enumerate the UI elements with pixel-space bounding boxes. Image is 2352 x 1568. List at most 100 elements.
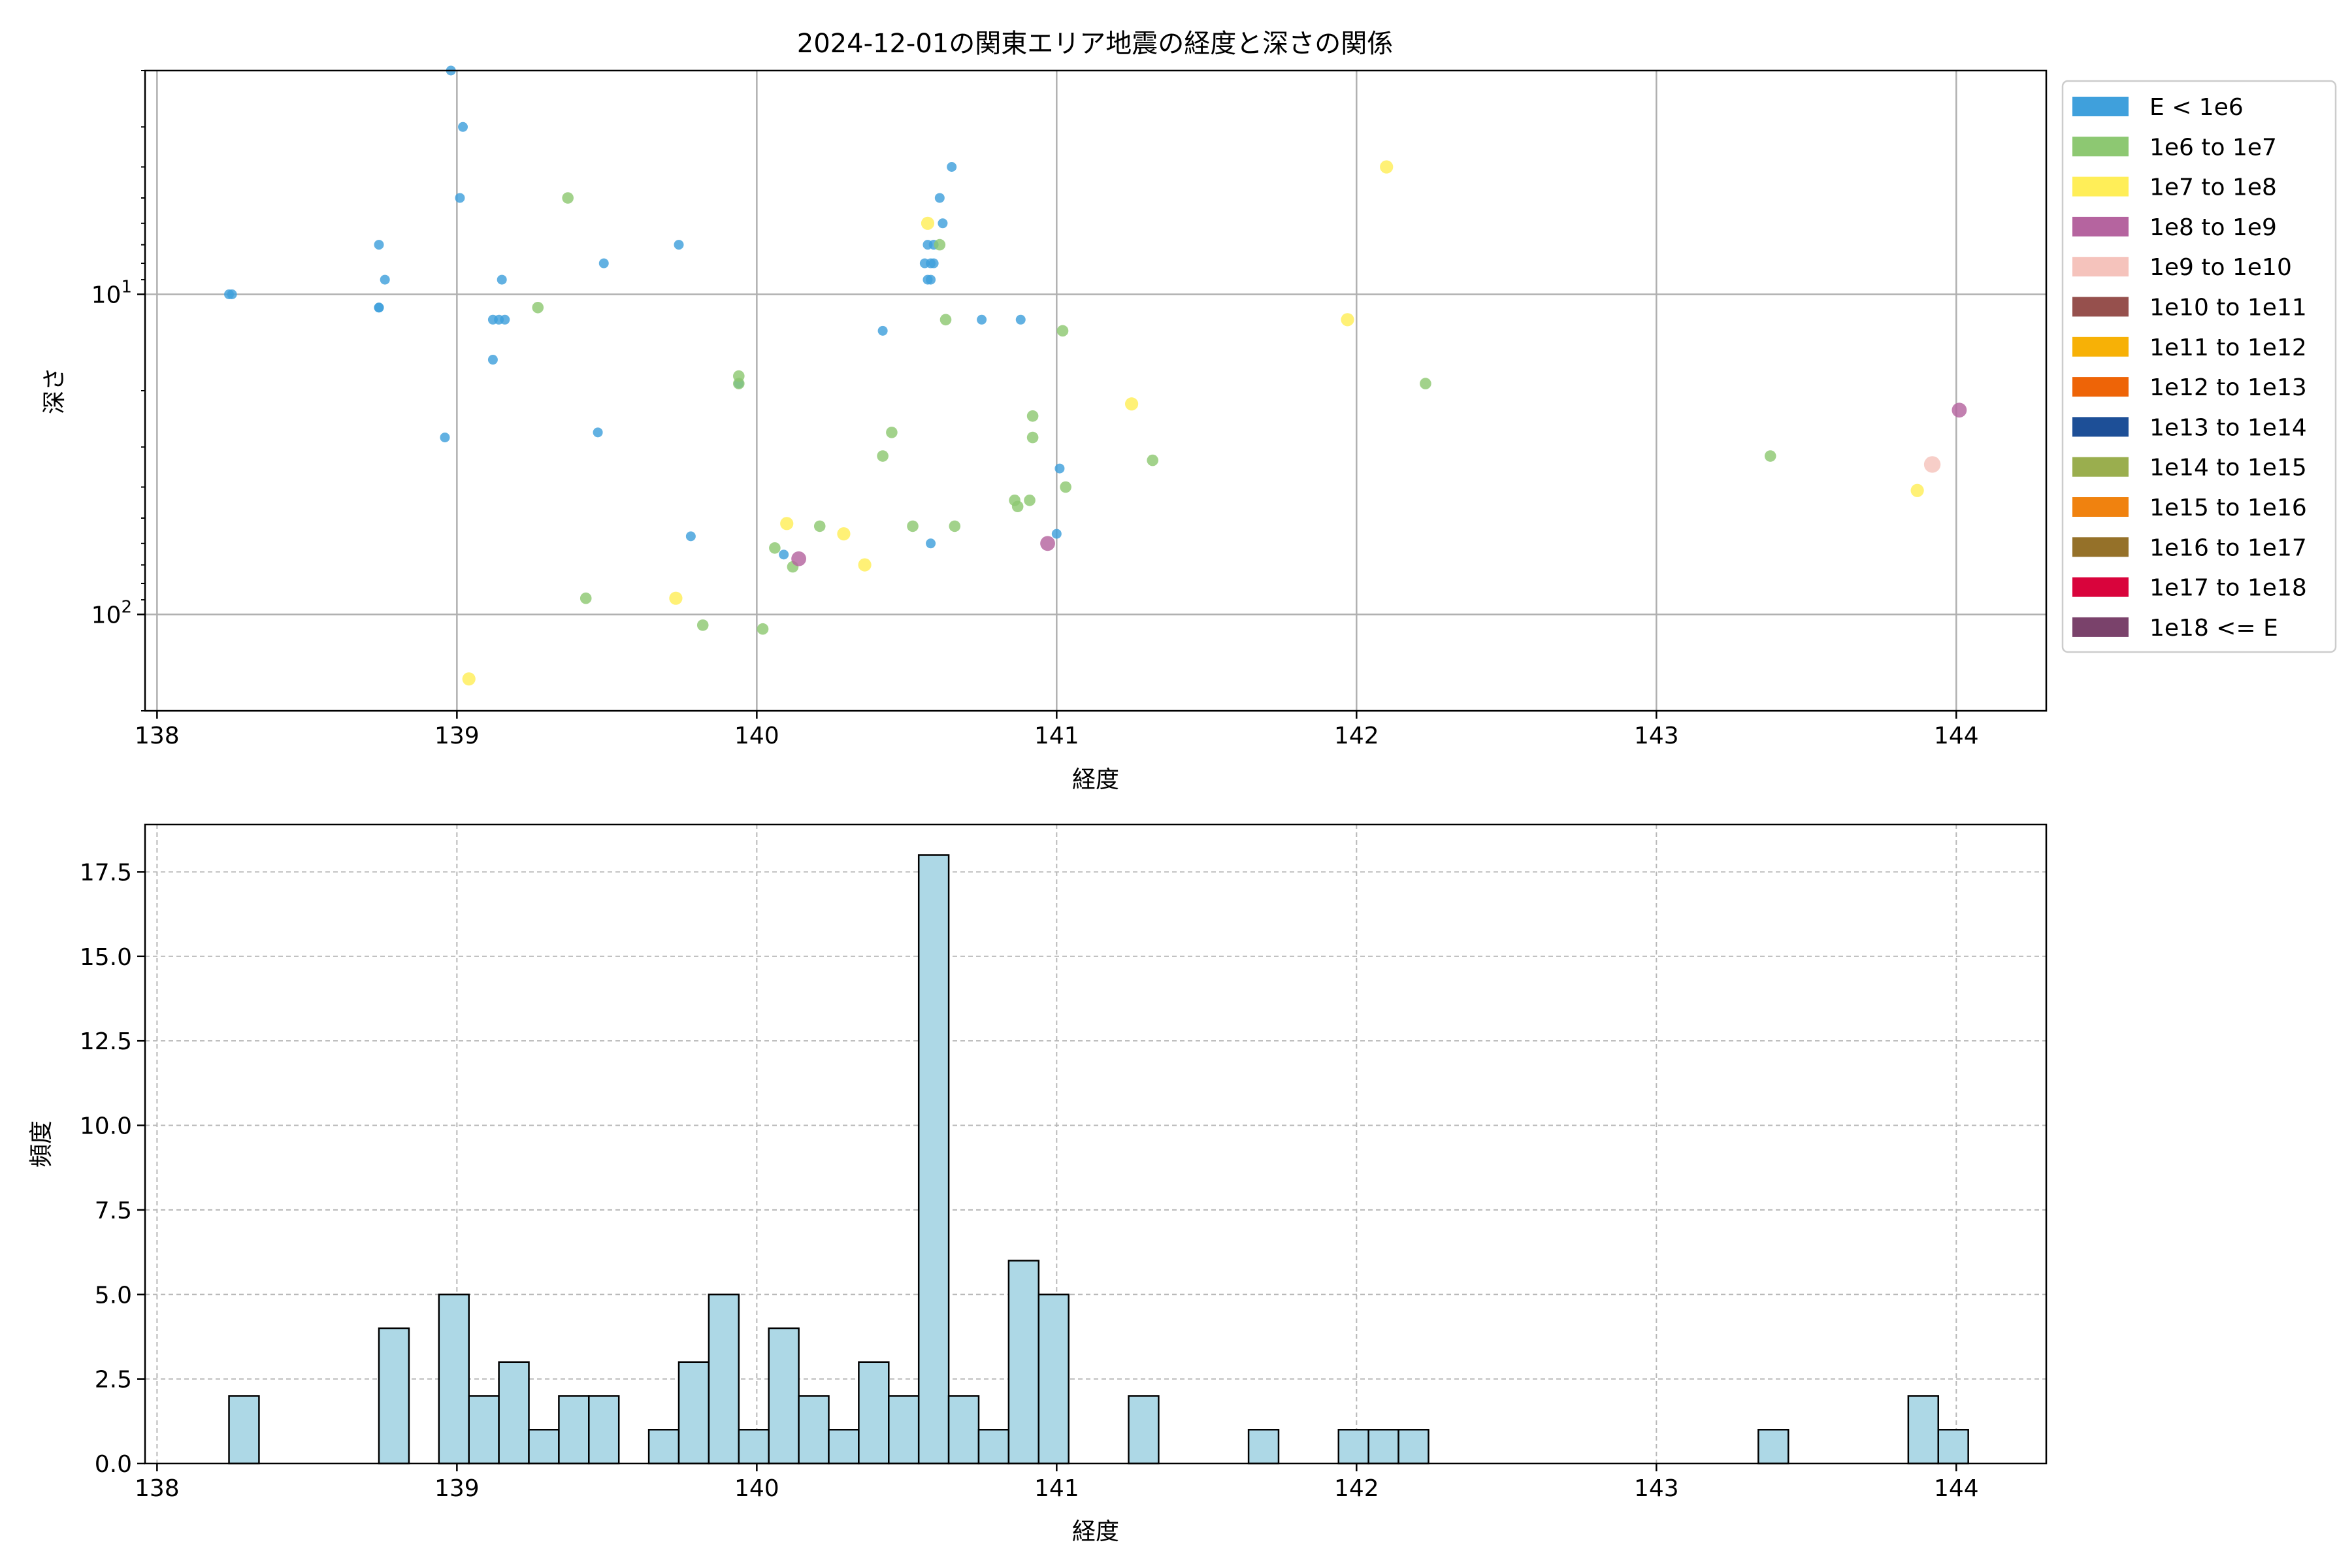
scatter-point xyxy=(813,520,826,532)
hist-y-tick-label: 10.0 xyxy=(80,1113,132,1140)
hist-bar xyxy=(1907,1395,1940,1465)
hist-bar xyxy=(228,1395,260,1465)
hist-bar xyxy=(378,1327,410,1465)
scatter-point xyxy=(1024,494,1036,506)
scatter-point xyxy=(1124,397,1139,411)
legend-label: 1e11 to 1e12 xyxy=(2149,335,2307,361)
hist-y-tick-label: 7.5 xyxy=(95,1198,132,1224)
hist-bar xyxy=(678,1361,710,1465)
scatter-point xyxy=(757,623,769,635)
scatter-point xyxy=(1952,402,1967,418)
scatter-x-tick-label: 139 xyxy=(434,723,480,749)
hist-x-tick-label: 142 xyxy=(1334,1475,1379,1502)
legend-swatch xyxy=(2072,176,2129,197)
scatter-point xyxy=(500,314,510,325)
legend-swatch xyxy=(2072,457,2129,477)
hist-bar xyxy=(858,1361,890,1465)
scatter-x-tick-label: 140 xyxy=(734,723,779,749)
scatter-y-tick-label: 101 xyxy=(91,277,132,308)
scatter-point xyxy=(1040,536,1055,551)
scatter-point xyxy=(977,314,987,325)
scatter-point xyxy=(1011,500,1024,513)
scatter-point xyxy=(696,619,709,631)
hist-bar xyxy=(588,1395,620,1465)
legend-label: 1e18 <= E xyxy=(2149,615,2278,642)
scatter-x-tick-label: 138 xyxy=(135,723,180,749)
scatter-point xyxy=(1380,160,1394,174)
hist-bar xyxy=(888,1395,920,1465)
hist-bar xyxy=(1247,1429,1280,1465)
scatter-x-tick-label: 144 xyxy=(1934,723,1979,749)
scatter-point xyxy=(926,274,936,285)
hist-y-tick-label: 2.5 xyxy=(95,1367,132,1394)
scatter-point xyxy=(928,258,939,269)
legend-swatch xyxy=(2072,137,2129,157)
hist-bar xyxy=(1128,1395,1160,1465)
legend-label: 1e6 to 1e7 xyxy=(2149,134,2277,161)
scatter-point xyxy=(1147,454,1159,466)
hist-y-tick-label: 15.0 xyxy=(80,944,132,971)
scatter-point xyxy=(934,193,945,203)
hist-y-tick-label: 17.5 xyxy=(80,859,132,886)
legend-label: 1e10 to 1e11 xyxy=(2149,295,2307,321)
scatter-point xyxy=(939,314,952,326)
hist-bar xyxy=(828,1429,860,1465)
scatter-point xyxy=(907,520,919,532)
scatter-grid xyxy=(145,71,2046,711)
scatter-point xyxy=(780,517,794,531)
hist-x-tick-label: 143 xyxy=(1634,1475,1679,1502)
hist-y-tick-label: 5.0 xyxy=(95,1282,132,1309)
scatter-point xyxy=(1026,431,1039,444)
scatter-point xyxy=(462,672,476,686)
scatter-point xyxy=(877,450,889,462)
hist-x-tick-label: 141 xyxy=(1034,1475,1079,1502)
scatter-point xyxy=(487,355,498,365)
legend-swatch xyxy=(2072,377,2129,397)
legend: E < 1e6 1e6 to 1e7 1e7 to 1e8 1e8 to 1e9 1e9… xyxy=(2061,80,2337,653)
legend-swatch xyxy=(2072,216,2129,237)
hist-bar xyxy=(917,854,950,1465)
hist-x-label: 経度 xyxy=(1072,1518,1119,1545)
scatter-point xyxy=(669,591,683,605)
scatter-point xyxy=(458,122,468,132)
scatter-x-tick-label: 141 xyxy=(1034,723,1079,749)
hist-axes: 138 139 140 141 142 143 144 0.0 2.5 5.0 7.5 10.0 12.… xyxy=(80,859,1979,1502)
legend-label: 1e14 to 1e15 xyxy=(2149,455,2307,482)
scatter-point xyxy=(733,378,745,389)
hist-x-tick-label: 144 xyxy=(1934,1475,1979,1502)
scatter-x-label: 経度 xyxy=(1072,766,1119,793)
legend-label: 1e15 to 1e16 xyxy=(2149,495,2307,521)
legend-swatch xyxy=(2072,577,2129,597)
legend-swatch xyxy=(2072,537,2129,557)
scatter-point xyxy=(1056,325,1069,337)
scatter-point xyxy=(1764,450,1776,462)
hist-bar xyxy=(1397,1429,1429,1465)
legend-swatch xyxy=(2072,257,2129,277)
hist-bar xyxy=(708,1294,740,1465)
hist-bar xyxy=(1037,1294,1070,1465)
hist-bar xyxy=(738,1429,770,1465)
legend-swatch xyxy=(2072,97,2129,116)
hist-bar xyxy=(558,1395,590,1465)
scatter-point xyxy=(1923,456,1941,473)
hist-bar xyxy=(1007,1260,1040,1465)
scatter-point xyxy=(791,551,806,566)
hist-y-tick-label: 12.5 xyxy=(80,1028,132,1055)
scatter-point xyxy=(938,218,948,229)
scatter-point xyxy=(947,162,957,172)
legend-swatch xyxy=(2072,336,2129,357)
hist-x-tick-label: 139 xyxy=(434,1475,480,1502)
scatter-point xyxy=(1341,313,1354,327)
scatter-point xyxy=(837,527,851,541)
scatter-point xyxy=(580,592,592,604)
scatter-point xyxy=(877,325,888,336)
scatter-point xyxy=(886,427,898,438)
scatter-point xyxy=(374,302,384,313)
scatter-point xyxy=(949,520,961,532)
legend-label: 1e8 to 1e9 xyxy=(2149,214,2277,241)
scatter-x-tick-label: 142 xyxy=(1334,723,1379,749)
hist-bar xyxy=(1367,1429,1399,1465)
legend-box xyxy=(2061,80,2337,653)
legend-label: 1e7 to 1e8 xyxy=(2149,174,2277,201)
